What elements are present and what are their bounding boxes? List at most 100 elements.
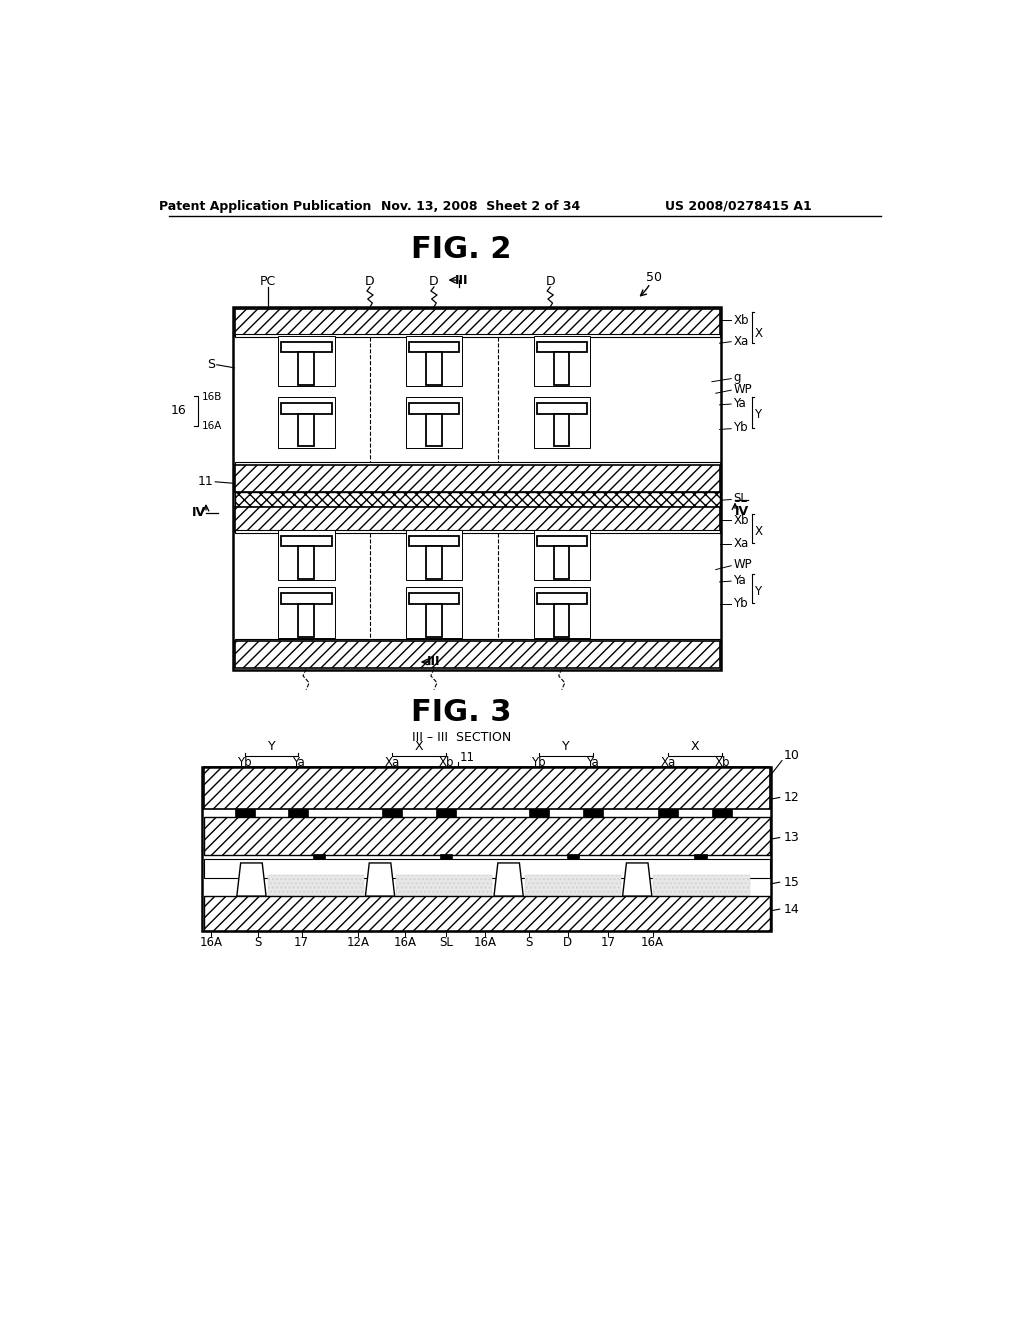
Text: X: X <box>755 524 762 537</box>
Text: SL: SL <box>733 492 748 506</box>
Bar <box>204 896 770 931</box>
Text: Xb: Xb <box>733 513 749 527</box>
Text: III: III <box>427 656 440 668</box>
Bar <box>583 809 602 817</box>
Text: Patent Application Publication: Patent Application Publication <box>159 199 372 213</box>
Bar <box>298 605 313 636</box>
Bar <box>298 352 313 385</box>
Bar <box>426 605 441 636</box>
Text: Y: Y <box>755 408 762 421</box>
Polygon shape <box>494 863 523 896</box>
Text: PC: PC <box>259 275 275 288</box>
Text: III – III  SECTION: III – III SECTION <box>412 731 511 744</box>
Bar <box>282 404 332 414</box>
Text: FIG. 3: FIG. 3 <box>412 698 512 727</box>
Bar <box>538 594 587 605</box>
Text: 11: 11 <box>198 475 214 488</box>
Text: D: D <box>563 936 572 949</box>
Bar <box>234 465 720 492</box>
Bar <box>282 594 332 605</box>
Text: S: S <box>254 936 261 949</box>
Bar <box>694 854 707 859</box>
Bar <box>282 342 332 352</box>
Bar <box>279 529 335 581</box>
Text: 17: 17 <box>294 936 309 949</box>
Bar <box>202 767 771 931</box>
Bar <box>426 352 441 385</box>
Text: 13: 13 <box>783 832 800 843</box>
Text: 12: 12 <box>783 791 800 804</box>
Bar <box>554 352 569 385</box>
Text: Nov. 13, 2008  Sheet 2 of 34: Nov. 13, 2008 Sheet 2 of 34 <box>381 199 581 213</box>
Text: X: X <box>690 741 699 754</box>
Bar <box>298 414 313 446</box>
Bar <box>234 533 720 640</box>
Bar <box>313 854 326 859</box>
Text: S: S <box>207 358 215 371</box>
Bar <box>204 859 770 878</box>
Text: WP: WP <box>733 558 752 572</box>
Text: g: g <box>733 371 741 384</box>
Text: Y: Y <box>755 585 762 598</box>
Text: US 2008/0278415 A1: US 2008/0278415 A1 <box>666 199 812 213</box>
Text: Yb: Yb <box>238 755 252 768</box>
Text: Ya: Ya <box>733 397 746 409</box>
Bar <box>712 809 732 817</box>
Text: 16A: 16A <box>200 936 223 949</box>
Bar <box>234 642 720 668</box>
Text: 16A: 16A <box>641 936 665 949</box>
Text: 16A: 16A <box>473 936 497 949</box>
Text: Ya: Ya <box>586 755 599 768</box>
Text: 50: 50 <box>646 271 663 284</box>
Text: Yb: Yb <box>733 597 749 610</box>
Text: D: D <box>366 275 375 288</box>
Text: Xa: Xa <box>733 335 749 348</box>
Text: X: X <box>755 326 762 339</box>
Bar <box>653 875 750 896</box>
Bar <box>234 462 720 465</box>
Text: Yb: Yb <box>531 755 546 768</box>
Text: S: S <box>525 936 534 949</box>
Bar <box>204 767 770 809</box>
Bar <box>436 809 457 817</box>
Text: 16: 16 <box>170 404 186 417</box>
Text: Ya: Ya <box>733 574 746 587</box>
Text: WP: WP <box>733 383 752 396</box>
Bar <box>279 397 335 447</box>
Bar <box>282 536 332 546</box>
Text: X: X <box>415 741 424 754</box>
Bar <box>407 529 463 581</box>
Bar <box>658 809 678 817</box>
Bar <box>233 308 721 669</box>
Bar <box>298 546 313 579</box>
Text: Xa: Xa <box>385 755 400 768</box>
Bar <box>382 809 402 817</box>
Text: Xb: Xb <box>714 755 730 768</box>
Text: FIG. 2: FIG. 2 <box>412 235 512 264</box>
Bar <box>396 875 493 896</box>
Text: 15: 15 <box>783 875 800 888</box>
Bar <box>407 335 463 387</box>
Text: 14: 14 <box>783 903 800 916</box>
Bar <box>554 414 569 446</box>
Text: 12A: 12A <box>346 936 370 949</box>
Text: IV: IV <box>735 504 750 517</box>
Bar <box>407 397 463 447</box>
Bar <box>204 817 770 855</box>
Text: 10: 10 <box>783 750 800 763</box>
Polygon shape <box>623 863 652 896</box>
Text: D: D <box>429 275 438 288</box>
Bar <box>535 397 590 447</box>
Bar <box>554 546 569 579</box>
Polygon shape <box>237 863 266 896</box>
Bar <box>538 536 587 546</box>
Bar <box>234 309 720 335</box>
Text: Xa: Xa <box>660 755 676 768</box>
Bar <box>535 587 590 638</box>
Bar <box>410 594 460 605</box>
Polygon shape <box>366 863 394 896</box>
Bar <box>234 492 720 507</box>
Text: 11: 11 <box>460 751 475 764</box>
Bar <box>234 337 720 465</box>
Bar <box>289 809 308 817</box>
